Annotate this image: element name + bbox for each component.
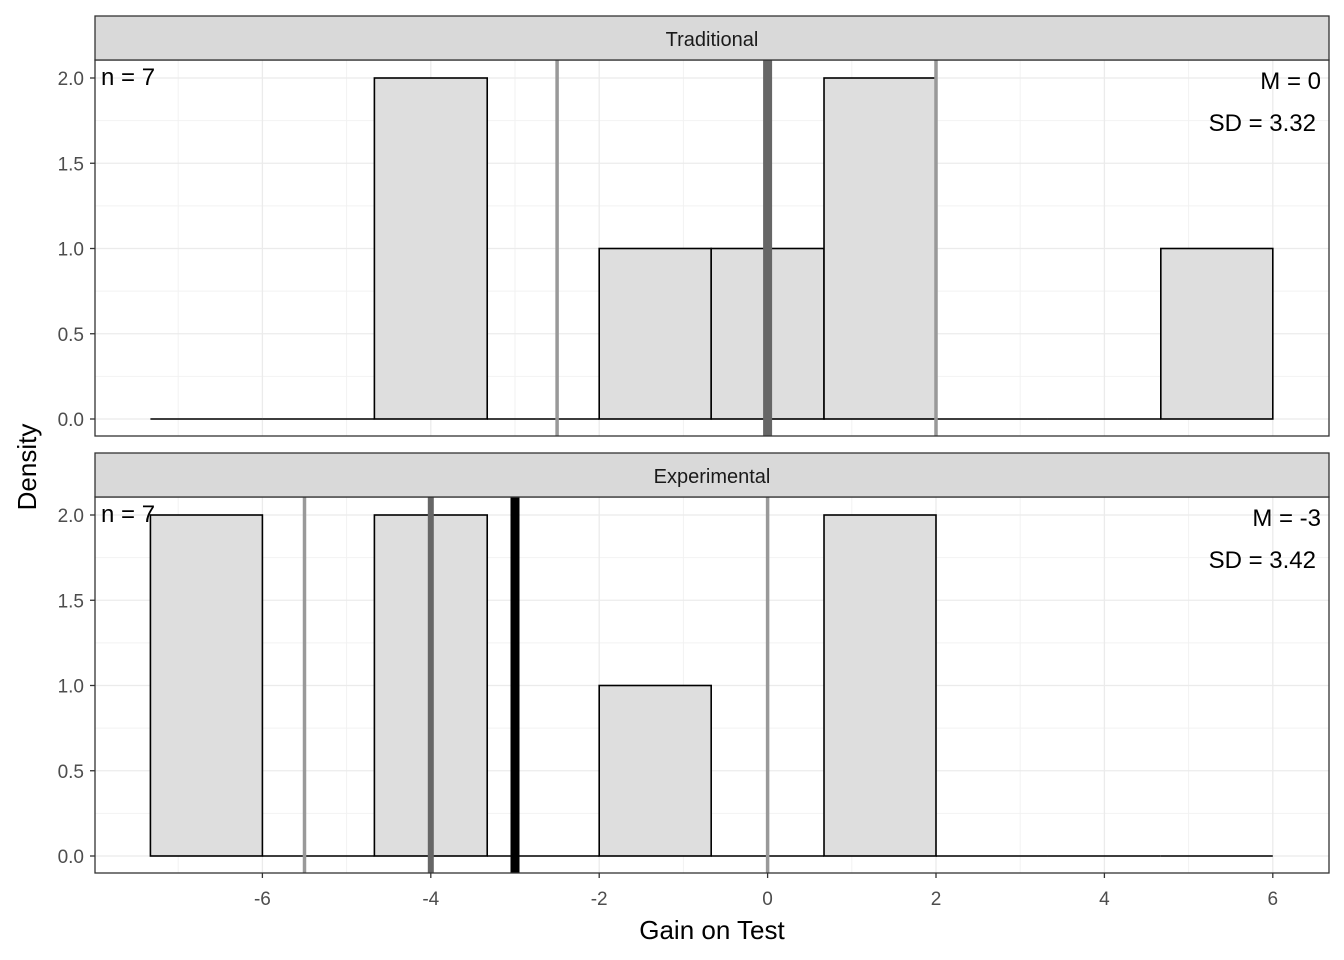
panel-0: Traditional 0.0 0.5 1.0 1.5 2.0 n = 7 M = 0 SD =… (58, 15, 1330, 437)
y-tick-label: 0.0 (58, 847, 84, 868)
histogram-bar (598, 247, 712, 420)
histogram-bar (823, 514, 937, 857)
histogram-bar (823, 77, 937, 420)
y-tick-label: 1.0 (58, 677, 84, 698)
x-tick-label: 0 (762, 889, 773, 910)
histogram-bar (598, 684, 712, 857)
facet-strip-label: Experimental (654, 466, 771, 488)
y-axis-title: Density (12, 424, 42, 511)
sd-label: SD = 3.42 (1209, 547, 1316, 574)
y-tick-label: 1.5 (58, 154, 84, 175)
y-tick-label: 1.0 (58, 240, 84, 261)
n-label: n = 7 (101, 501, 155, 528)
y-tick-label: 1.5 (58, 591, 84, 612)
x-tick-label: 6 (1268, 889, 1279, 910)
histogram-bar (1160, 247, 1274, 420)
panel-1: Experimental 0.0 0.5 1.0 1.5 2.0 n = 7 M = -3 SD… (58, 452, 1330, 910)
y-tick-label: 0.5 (58, 325, 84, 346)
mean-label: M = -3 (1252, 505, 1321, 532)
mean-label: M = 0 (1260, 68, 1321, 95)
histogram-bar (373, 77, 489, 420)
sd-label: SD = 3.32 (1209, 110, 1316, 137)
y-tick-label: 0.5 (58, 762, 84, 783)
facet-strip-label: Traditional (666, 29, 759, 51)
x-tick-label: -6 (254, 889, 271, 910)
x-tick-label: 4 (1099, 889, 1110, 910)
x-axis-title: Gain on Test (639, 915, 785, 945)
y-tick-label: 0.0 (58, 410, 84, 431)
facet-strip (94, 15, 1330, 61)
facet-strip (94, 452, 1330, 498)
x-tick-label: -4 (422, 889, 439, 910)
x-tick-label: -2 (591, 889, 608, 910)
y-tick-label: 2.0 (58, 69, 84, 90)
histogram-bar (149, 514, 264, 857)
n-label: n = 7 (101, 64, 155, 91)
y-tick-label: 2.0 (58, 506, 84, 527)
x-tick-label: 2 (931, 889, 942, 910)
